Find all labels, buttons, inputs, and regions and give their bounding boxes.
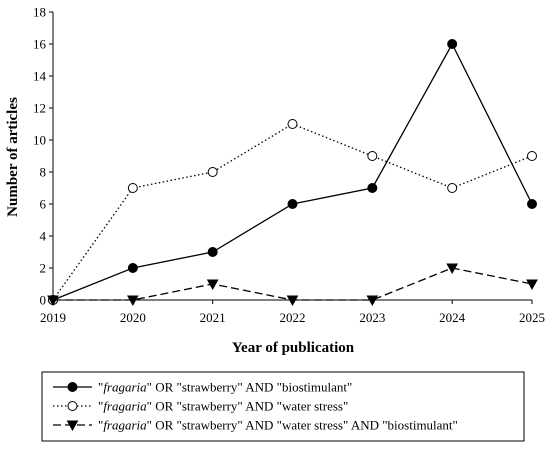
y-tick-label: 14	[33, 69, 47, 84]
legend: "fragaria" OR "strawberry" AND "biostimu…	[41, 371, 525, 442]
series-layer	[47, 39, 538, 307]
data-point	[366, 295, 379, 307]
y-tick-label: 0	[40, 293, 47, 308]
data-point	[527, 199, 537, 209]
data-point	[527, 151, 537, 161]
x-tick-label: 2025	[519, 310, 545, 325]
x-axis-title: Year of publication	[232, 340, 355, 356]
series-line	[52, 42, 533, 301]
y-tick-label: 18	[33, 5, 46, 20]
data-point	[286, 295, 299, 307]
series-line	[52, 123, 533, 301]
legend-label: "fragaria" OR "strawberry" AND "biostimu…	[98, 380, 352, 395]
y-tick-label: 4	[40, 229, 47, 244]
series-3	[47, 263, 538, 307]
legend-label: "fragaria" OR "strawberry" AND "water st…	[98, 399, 348, 414]
x-tick-label: 2023	[359, 310, 385, 325]
x-tick-label: 2020	[120, 310, 146, 325]
data-point	[127, 183, 138, 193]
data-point	[127, 263, 138, 273]
series-2	[48, 119, 537, 305]
legend-box	[41, 371, 525, 442]
legend-marker	[67, 401, 78, 411]
y-tick-label: 10	[33, 133, 46, 148]
x-tick-label: 2024	[439, 310, 466, 325]
legend-marker	[67, 382, 78, 392]
legend-item: "fragaria" OR "strawberry" AND "biostimu…	[53, 380, 352, 395]
data-point	[287, 119, 298, 129]
y-tick-label: 12	[33, 101, 46, 116]
legend-item: "fragaria" OR "strawberry" AND "water st…	[53, 399, 348, 414]
y-tick-label: 6	[40, 197, 47, 212]
series-1	[48, 39, 537, 305]
data-point	[287, 199, 298, 209]
legend-item: "fragaria" OR "strawberry" AND "water st…	[53, 418, 458, 433]
data-point	[47, 295, 59, 307]
legend-label: "fragaria" OR "strawberry" AND "water st…	[98, 418, 458, 433]
y-tick-label: 16	[33, 37, 47, 52]
data-point	[207, 247, 218, 257]
x-tick-label: 2021	[200, 310, 226, 325]
data-point	[367, 183, 378, 193]
data-point	[447, 183, 458, 193]
x-tick-label: 2022	[280, 310, 306, 325]
series-line	[53, 267, 533, 301]
data-point	[446, 263, 459, 275]
data-point	[526, 279, 538, 291]
data-point	[126, 295, 139, 307]
data-point	[206, 279, 219, 291]
x-tick-label: 2019	[40, 310, 66, 325]
y-tick-label: 8	[40, 165, 47, 180]
legend-marker	[66, 420, 79, 432]
y-axis-title: Number of articles	[5, 97, 21, 217]
y-tick-label: 2	[40, 261, 47, 276]
data-point	[447, 39, 458, 49]
data-point	[367, 151, 378, 161]
data-point	[207, 167, 218, 177]
